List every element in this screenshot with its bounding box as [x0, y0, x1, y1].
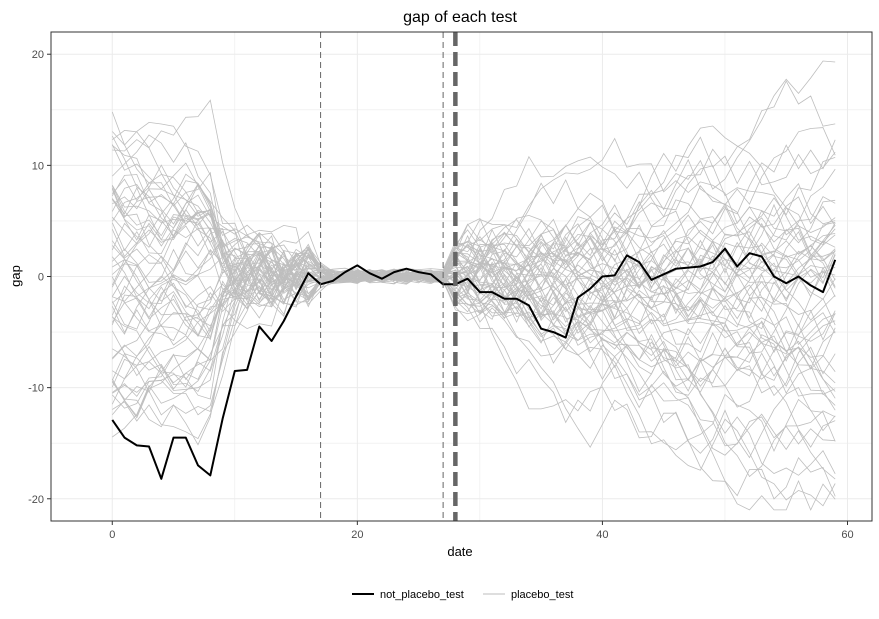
y-tick-label: -10	[28, 383, 44, 395]
placebo-series-line	[111, 187, 836, 314]
placebo-lines	[111, 60, 836, 511]
placebo-series-line	[111, 243, 836, 396]
placebo-series-line	[112, 184, 836, 459]
placebo-series-line	[112, 121, 836, 303]
legend: not_placebo_test placebo_test	[352, 589, 573, 601]
placebo-series-line	[111, 127, 836, 333]
legend-label-placebo: placebo_test	[511, 589, 573, 601]
placebo-series-line	[112, 228, 836, 447]
placebo-series-line	[111, 254, 836, 405]
placebo-series-line	[111, 204, 836, 319]
placebo-series-line	[112, 233, 836, 394]
placebo-series-line	[111, 180, 836, 478]
x-tick-label: 40	[596, 529, 608, 541]
placebo-series-line	[111, 139, 836, 336]
y-tick-label: 0	[38, 272, 44, 284]
x-tick-label: 60	[841, 529, 853, 541]
legend-label-not-placebo: not_placebo_test	[380, 589, 464, 601]
placebo-series-line	[111, 171, 836, 319]
placebo-series-line	[112, 240, 836, 395]
y-axis: -20 -10 0 10 20	[28, 49, 51, 506]
placebo-series-line	[111, 165, 836, 322]
x-axis-title: date	[447, 544, 472, 559]
y-tick-label: -20	[28, 494, 44, 506]
y-tick-label: 20	[32, 49, 44, 61]
placebo-series-line	[112, 257, 836, 408]
placebo-series-line	[111, 187, 836, 448]
x-axis: 0 20 40 60	[109, 521, 854, 541]
placebo-series-line	[111, 135, 836, 350]
placebo-series-line	[112, 137, 836, 398]
x-tick-label: 20	[351, 529, 363, 541]
y-axis-title: gap	[8, 265, 23, 287]
chart-title: gap of each test	[403, 9, 517, 26]
y-tick-label: 10	[32, 160, 44, 172]
placebo-series-line	[111, 168, 836, 417]
placebo-series-line	[111, 220, 836, 346]
treated-line-layer	[111, 247, 837, 480]
placebo-series-line	[111, 136, 836, 428]
reference-lines	[320, 32, 458, 521]
placebo-series-line	[112, 188, 836, 291]
x-tick-label: 0	[109, 529, 115, 541]
treated-series-line	[111, 247, 837, 480]
